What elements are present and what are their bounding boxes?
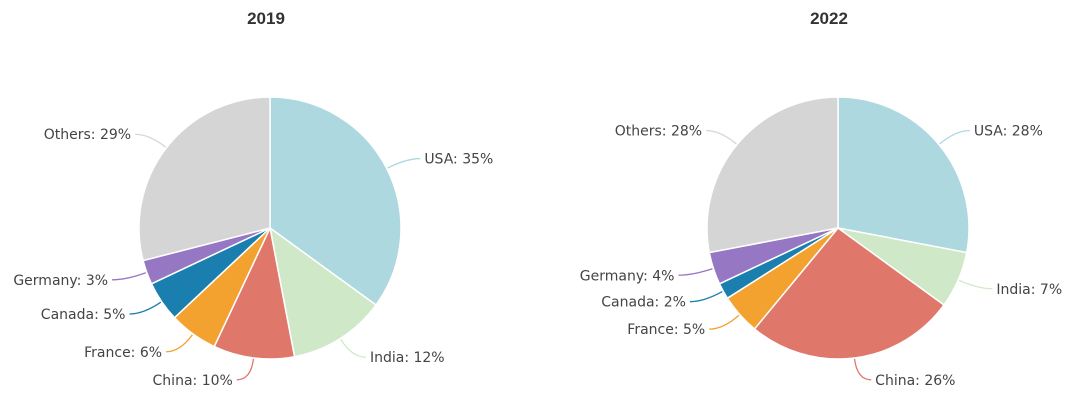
connector-line-china-2019 [236, 358, 255, 381]
slice-label-france-2022: France: 5% [627, 322, 705, 338]
chart-title-2019: 2019 [247, 9, 285, 28]
pie-slice-usa-2022 [837, 96, 970, 254]
slice-label-china-2022: China: 26% [875, 373, 955, 389]
connector-line-others-2022 [706, 129, 737, 145]
chart-title-2022: 2022 [810, 9, 848, 28]
slice-label-others-2022: Others: 28% [615, 123, 702, 139]
pie-slice-others-2019 [138, 96, 271, 262]
connector-line-germany-2019 [112, 272, 147, 281]
connector-line-canada-2019 [129, 301, 162, 315]
pie-slice-others-2022 [706, 96, 839, 254]
pie-slice-usa-2019 [269, 96, 402, 306]
connector-line-india-2022 [958, 279, 993, 290]
connector-line-france-2022 [709, 314, 740, 330]
connector-line-others-2019 [135, 133, 167, 148]
connector-line-china-2022 [853, 358, 872, 381]
slice-label-usa-2019: USA: 35% [424, 152, 493, 168]
slice-label-india-2022: India: 7% [996, 282, 1062, 298]
slice-label-canada-2022: Canada: 2% [601, 295, 686, 311]
slice-label-germany-2019: Germany: 3% [13, 273, 108, 289]
pie-slice-india-2019 [269, 227, 377, 358]
pie-slice-china-2022 [753, 227, 945, 360]
slice-label-canada-2019: Canada: 5% [41, 307, 126, 323]
slice-label-usa-2022: USA: 28% [974, 123, 1043, 139]
slice-label-others-2019: Others: 29% [44, 127, 131, 143]
pie-2019: USA: 35% India: 12% China: 10% France: 6% Ca… [13, 96, 493, 389]
connector-line-canada-2022 [689, 291, 723, 303]
connector-line-germany-2022 [678, 268, 713, 276]
connector-line-india-2019 [340, 339, 367, 358]
connector-line-usa-2022 [939, 129, 970, 145]
slice-label-india-2019: India: 12% [370, 350, 445, 366]
connector-line-france-2019 [166, 334, 193, 353]
pie-slice-china-2019 [213, 227, 296, 360]
pie-2022: USA: 28% India: 7% China: 26% France: 5% Can… [580, 96, 1062, 389]
slice-label-france-2019: France: 6% [84, 345, 162, 361]
slice-label-germany-2022: Germany: 4% [580, 268, 675, 284]
connector-line-usa-2019 [387, 157, 421, 169]
slice-label-china-2019: China: 10% [153, 373, 233, 389]
